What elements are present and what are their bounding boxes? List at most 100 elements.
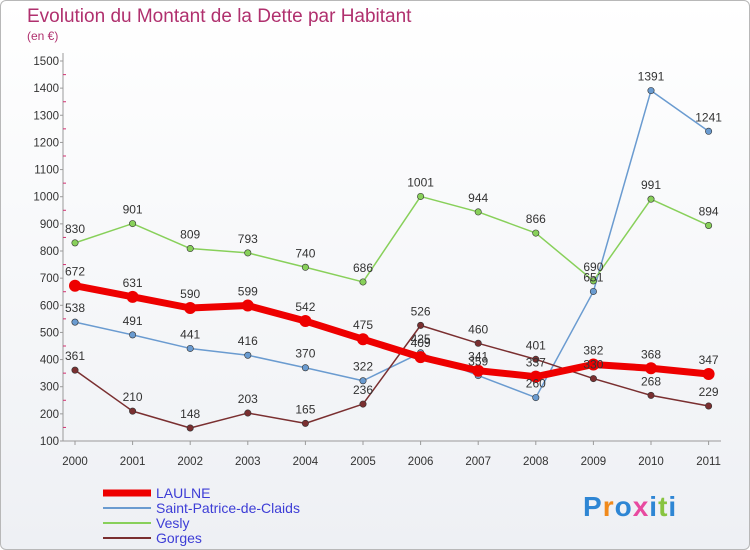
value-label: 165 [295, 402, 315, 416]
data-point [414, 351, 427, 364]
x-tick-label: 2004 [293, 456, 319, 468]
y-tick-label: 1200 [33, 137, 59, 149]
logo-letter: i [649, 491, 659, 522]
value-label: 475 [353, 318, 373, 332]
value-label: 441 [180, 327, 200, 341]
value-label: 236 [353, 383, 373, 397]
value-label: 526 [411, 304, 431, 318]
value-label: 370 [295, 347, 315, 361]
data-point [589, 375, 597, 383]
data-point [359, 377, 367, 385]
logo-letter: o [614, 491, 633, 522]
value-label: 866 [526, 212, 546, 226]
x-tick-label: 2005 [350, 456, 376, 468]
y-tick-label: 1000 [33, 192, 59, 204]
data-point [587, 358, 600, 371]
value-label: 347 [699, 353, 719, 367]
x-tick-label: 2008 [523, 456, 549, 468]
value-label: 651 [583, 270, 603, 284]
value-label: 330 [583, 358, 603, 372]
data-point [244, 351, 252, 359]
value-label: 401 [526, 338, 546, 352]
data-point [186, 344, 194, 352]
data-point [241, 299, 254, 312]
data-point [417, 321, 425, 329]
value-label: 1241 [695, 110, 722, 124]
value-label: 542 [295, 300, 315, 314]
data-point [532, 394, 540, 402]
data-point [244, 409, 252, 417]
value-label: 409 [411, 336, 431, 350]
data-point [647, 391, 655, 399]
data-point [647, 195, 655, 203]
data-point [532, 229, 540, 237]
data-point [474, 208, 482, 216]
value-label: 1001 [407, 175, 434, 189]
data-point [129, 220, 137, 228]
x-tick-label: 2002 [177, 456, 203, 468]
data-point [589, 277, 597, 285]
data-point [299, 315, 312, 328]
value-label: 991 [641, 178, 661, 192]
value-label: 229 [699, 385, 719, 399]
y-tick-label: 600 [40, 300, 59, 312]
data-point [359, 400, 367, 408]
series-line-saint-patrice-de-claids [74, 89, 710, 399]
data-point [301, 364, 309, 372]
data-point [647, 87, 655, 95]
value-label: 631 [123, 276, 143, 290]
value-label: 337 [526, 356, 546, 370]
y-tick-label: 200 [40, 409, 59, 421]
y-tick-label: 500 [40, 327, 59, 339]
data-point [71, 366, 79, 374]
x-tick-label: 2011 [696, 456, 721, 468]
data-point [186, 245, 194, 253]
data-point [417, 192, 425, 200]
value-label: 590 [180, 287, 200, 301]
legend-label: Saint-Patrice-de-Claids [156, 500, 300, 516]
value-label: 740 [295, 246, 315, 260]
data-point [705, 127, 713, 135]
series-line-laulne [74, 282, 709, 381]
chart-title: Evolution du Montant de la Dette par Hab… [27, 6, 412, 27]
logo-letter: i [668, 491, 678, 522]
legend-label: Vesly [156, 515, 189, 531]
value-label: 894 [699, 204, 719, 218]
value-label: 148 [180, 407, 200, 421]
value-label: 260 [526, 377, 546, 391]
data-point [69, 279, 81, 292]
x-tick-label: 2000 [62, 456, 88, 468]
data-point [301, 263, 309, 271]
value-label: 322 [353, 360, 373, 374]
series-line-vesly [74, 195, 709, 283]
x-tick-label: 2003 [235, 456, 261, 468]
data-point [529, 370, 542, 383]
y-tick-label: 700 [40, 273, 59, 285]
value-label: 460 [468, 322, 488, 336]
value-label: 830 [65, 222, 85, 236]
value-label: 944 [468, 191, 488, 205]
value-label: 690 [583, 260, 603, 274]
data-point [474, 339, 482, 347]
value-label: 203 [238, 392, 258, 406]
x-tick-label: 2006 [408, 456, 434, 468]
value-label: 686 [353, 261, 373, 275]
logo-letter: x [632, 491, 650, 522]
data-point [359, 278, 367, 286]
data-point [705, 402, 713, 410]
data-point [244, 249, 252, 257]
x-tick-label: 2007 [465, 456, 491, 468]
data-point [705, 221, 713, 229]
value-label: 793 [238, 232, 258, 246]
y-tick-label: 900 [40, 219, 59, 231]
x-tick-label: 2009 [581, 456, 607, 468]
value-label: 809 [180, 228, 200, 242]
value-label: 416 [238, 334, 258, 348]
x-tick-label: 2010 [638, 456, 664, 468]
data-point [301, 419, 309, 427]
y-tick-label: 1100 [34, 165, 59, 177]
value-label: 901 [123, 203, 143, 217]
value-label: 425 [411, 332, 431, 346]
data-point [472, 364, 485, 377]
